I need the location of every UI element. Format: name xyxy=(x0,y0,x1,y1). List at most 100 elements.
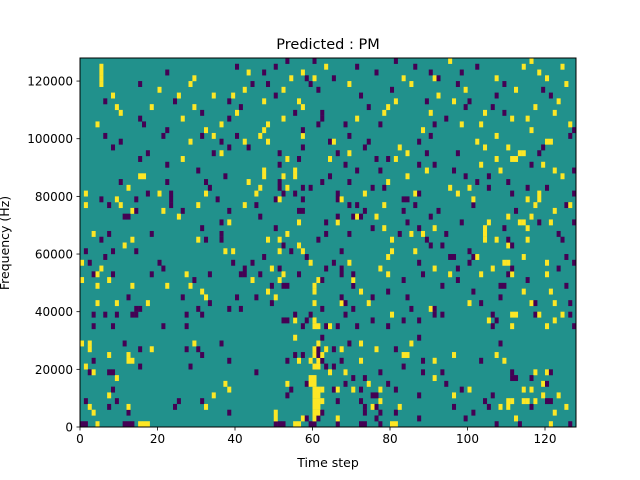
heatmap-cell-high xyxy=(390,236,395,243)
heatmap-cell-high xyxy=(211,392,216,399)
heatmap-cell-high xyxy=(548,288,553,295)
heatmap-cell-high xyxy=(192,75,197,82)
heatmap-cell-high xyxy=(556,392,561,399)
heatmap-cell-high xyxy=(308,259,313,266)
heatmap-cell-low xyxy=(448,254,453,260)
heatmap-cell-high xyxy=(266,288,271,295)
heatmap-cell-high xyxy=(483,230,488,237)
heatmap-cell-low xyxy=(235,132,240,139)
heatmap-cell-high xyxy=(223,380,228,387)
heatmap-cell-high xyxy=(219,150,224,157)
heatmap-cell-high xyxy=(91,230,96,237)
heatmap-cell-low xyxy=(374,156,379,162)
heatmap-cell-low xyxy=(200,109,205,116)
y-tick-label: 0 xyxy=(65,421,73,435)
heatmap-cell-high xyxy=(502,357,507,364)
heatmap-cell-low xyxy=(475,179,480,185)
heatmap-cell-low xyxy=(138,305,143,312)
heatmap-cell-low xyxy=(231,259,236,266)
heatmap-cell-low xyxy=(138,81,143,87)
heatmap-cell-low xyxy=(138,346,143,353)
heatmap-cell-high xyxy=(316,386,321,393)
heatmap-cell-high xyxy=(506,403,511,410)
heatmap-cell-low xyxy=(455,81,460,87)
heatmap-cell-high xyxy=(87,346,92,353)
heatmap-cell-high xyxy=(99,69,104,76)
heatmap-cell-low xyxy=(506,179,511,185)
heatmap-cell-low xyxy=(138,156,143,162)
heatmap-cell-low xyxy=(293,311,298,318)
heatmap-cell-low xyxy=(351,305,356,312)
heatmap-cell-high xyxy=(525,236,530,243)
heatmap-cell-low xyxy=(351,375,356,382)
heatmap-cell-low xyxy=(471,202,476,209)
heatmap-cell-low xyxy=(514,207,519,214)
heatmap-cell-low xyxy=(254,202,259,209)
heatmap-cell-low xyxy=(196,305,201,312)
heatmap-cell-low xyxy=(424,236,429,243)
heatmap-cell-high xyxy=(517,150,522,157)
heatmap-cell-low xyxy=(428,213,433,220)
heatmap-cell-low xyxy=(134,196,139,203)
heatmap-cell-high xyxy=(320,352,325,358)
heatmap-cell-high xyxy=(521,219,526,226)
heatmap-cell-low xyxy=(293,352,298,358)
heatmap-cell-low xyxy=(331,75,336,82)
heatmap-cell-low xyxy=(91,271,96,278)
heatmap-cell-low xyxy=(277,150,282,157)
heatmap-cell-low xyxy=(463,104,468,111)
y-tick-label: 60000 xyxy=(35,248,73,262)
heatmap-cell-low xyxy=(432,121,437,128)
x-tick-label: 100 xyxy=(456,432,479,446)
heatmap-cell-high xyxy=(285,230,290,237)
heatmap-cell-low xyxy=(452,403,457,410)
heatmap-cell-low xyxy=(533,311,538,318)
heatmap-cell-low xyxy=(235,63,240,70)
heatmap-cell-high xyxy=(428,305,433,312)
heatmap-cell-high xyxy=(250,277,255,284)
heatmap-cell-high xyxy=(378,398,383,405)
heatmap-cell-high xyxy=(269,265,274,272)
heatmap-cell-low xyxy=(339,265,344,272)
heatmap-cell-low xyxy=(107,403,112,410)
heatmap-cell-high xyxy=(289,75,294,82)
heatmap-cell-low xyxy=(145,190,150,197)
heatmap-cell-high xyxy=(525,398,530,405)
heatmap-cell-low xyxy=(378,369,383,376)
heatmap-cell-low xyxy=(227,207,232,214)
heatmap-cell-low xyxy=(173,98,178,105)
heatmap-cell-low xyxy=(409,305,414,312)
heatmap-cell-low xyxy=(424,150,429,157)
heatmap-cell-high xyxy=(463,86,468,93)
heatmap-cell-low xyxy=(80,421,85,428)
heatmap-cell-high xyxy=(200,288,205,295)
heatmap-cell-low xyxy=(285,282,290,289)
heatmap-cell-low xyxy=(529,161,534,168)
heatmap-cell-high xyxy=(545,323,550,330)
heatmap-cell-low xyxy=(169,190,174,197)
heatmap-cell-high xyxy=(560,63,565,70)
heatmap-cell-high xyxy=(176,213,181,220)
heatmap-cell-high xyxy=(347,81,352,87)
heatmap-cell-high xyxy=(277,196,282,203)
heatmap-cell-low xyxy=(355,323,360,330)
heatmap-cell-high xyxy=(277,277,282,284)
heatmap-cell-low xyxy=(254,369,259,376)
heatmap-cell-low xyxy=(107,369,112,376)
heatmap-cell-high xyxy=(145,300,150,307)
heatmap-cell-high xyxy=(510,156,515,162)
heatmap-cell-low xyxy=(421,357,426,364)
heatmap-cell-low xyxy=(273,196,278,203)
heatmap-cell-high xyxy=(548,138,553,145)
heatmap-cell-high xyxy=(262,98,267,105)
heatmap-cell-low xyxy=(134,248,139,255)
heatmap-cell-high xyxy=(99,63,104,70)
heatmap-cell-low xyxy=(219,236,224,243)
heatmap-cell-high xyxy=(281,173,286,180)
heatmap-cell-high xyxy=(126,403,131,410)
heatmap-cell-high xyxy=(87,340,92,347)
heatmap-cell-high xyxy=(475,138,480,145)
heatmap-cell-low xyxy=(339,294,344,301)
heatmap-cell-high xyxy=(432,357,437,364)
heatmap-cell-low xyxy=(537,150,542,157)
